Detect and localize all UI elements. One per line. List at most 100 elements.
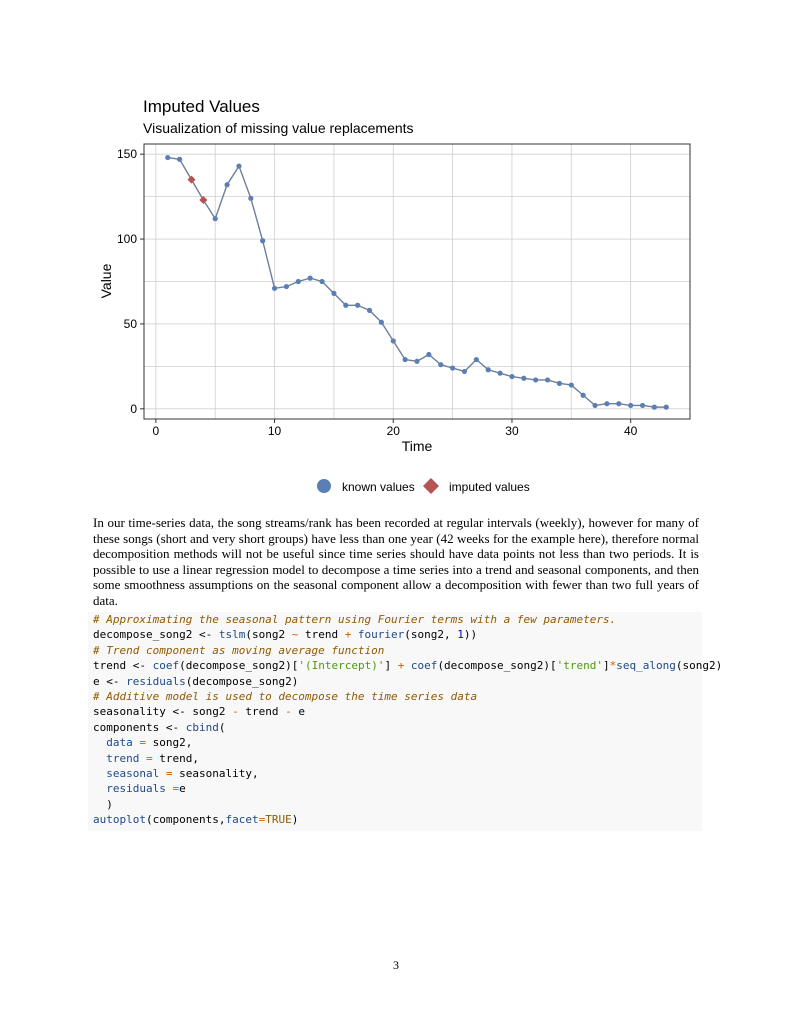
known-value-point — [366, 307, 373, 313]
x-tick-label: 30 — [505, 424, 519, 438]
y-tick-label: 150 — [117, 147, 137, 161]
code-token: <- — [132, 659, 146, 673]
body-paragraph: In our time-series data, the song stream… — [93, 515, 699, 608]
code-token: trend, — [152, 751, 199, 765]
known-value-point — [390, 338, 396, 344]
code-token: (song2) — [675, 659, 723, 673]
axes: 0 10 20 30 40 0 50 100 150 — [117, 147, 638, 438]
code-token: song2, — [146, 736, 193, 750]
code-operator: = — [258, 813, 266, 827]
x-tick-label: 10 — [268, 424, 282, 438]
known-value-point — [402, 356, 408, 363]
code-token: ] — [384, 659, 398, 673]
known-value-point — [592, 402, 598, 409]
legend-label-imputed: imputed values — [449, 480, 530, 494]
code-token: <- — [198, 628, 213, 642]
known-value-point — [497, 370, 503, 376]
code-function: coef — [146, 659, 180, 673]
known-value-point — [224, 182, 230, 188]
known-value-point — [663, 404, 669, 410]
code-listing: # Approximating the seasonal pattern usi… — [88, 612, 722, 828]
code-argument: seasonal — [106, 767, 160, 781]
known-value-point — [639, 402, 646, 409]
series — [165, 154, 669, 410]
known-value-point — [461, 368, 468, 375]
known-value-point — [438, 362, 444, 368]
known-value-point — [331, 290, 337, 296]
code-token: (decompose_song2)[ — [179, 659, 299, 673]
code-comment: # Approximating the seasonal pattern usi… — [93, 613, 617, 626]
known-value-point — [248, 195, 254, 201]
chart-title: Imputed Values — [143, 97, 260, 116]
chart-subtitle: Visualization of missing value replaceme… — [143, 120, 414, 136]
code-operator: = — [159, 767, 173, 781]
known-value-point — [414, 358, 420, 364]
code-token: <- — [106, 674, 120, 688]
code-operator: + — [344, 628, 352, 642]
known-value-point — [295, 278, 301, 285]
y-tick-label: 0 — [130, 402, 137, 416]
code-token: decompose_song2 — [93, 628, 199, 642]
x-tick-label: 20 — [387, 424, 401, 438]
known-value-point — [473, 356, 479, 363]
code-token: e — [291, 705, 305, 719]
code-token: )) — [463, 628, 478, 642]
code-operator: * — [609, 659, 617, 673]
known-value-point — [165, 154, 171, 161]
code-comment: # Additive model is used to decompose th… — [93, 690, 478, 704]
code-operator: + — [397, 659, 405, 673]
code-token: ( — [218, 720, 226, 734]
x-tick-label: 40 — [624, 424, 638, 438]
known-value-point — [544, 377, 551, 383]
code-token: (song2 — [245, 628, 292, 642]
code-function: tslm — [212, 628, 246, 642]
code-argument: facet — [225, 813, 259, 827]
known-value-point — [485, 367, 491, 373]
code-token: ) — [106, 797, 113, 811]
code-token: e — [93, 674, 107, 688]
code-token: ] — [603, 659, 610, 673]
known-value-point — [521, 375, 527, 381]
code-block: # Approximating the seasonal pattern usi… — [88, 612, 722, 831]
imputed-values-figure: Imputed Values Visualization of missing … — [98, 97, 691, 494]
code-token: trend — [93, 659, 133, 673]
known-value-point — [580, 392, 586, 398]
code-operator: = — [165, 782, 180, 796]
code-function: autoplot — [93, 813, 146, 827]
code-function: cbind — [179, 720, 219, 734]
code-token: <- — [172, 705, 186, 719]
code-string: '(Intercept)' — [298, 659, 385, 673]
code-function: seq_along — [616, 659, 676, 673]
known-value-point — [343, 302, 349, 308]
code-number: 1 — [457, 628, 464, 642]
page-number: 3 — [393, 958, 399, 972]
known-value-point — [426, 351, 432, 358]
known-value-point — [177, 156, 183, 162]
code-string: 'trend' — [556, 659, 604, 673]
known-value-point — [355, 302, 361, 308]
code-token: <- — [165, 720, 180, 734]
code-argument: trend — [106, 751, 140, 765]
code-operator: ~ — [291, 628, 299, 642]
known-value-point — [283, 283, 290, 290]
code-token: (components, — [145, 813, 226, 827]
legend: known values imputed values — [317, 478, 530, 494]
known-value-point — [212, 216, 218, 222]
y-tick-label: 100 — [117, 232, 137, 246]
code-token: trend — [298, 628, 345, 642]
code-operator: = — [132, 736, 146, 750]
code-constant: TRUE — [265, 813, 292, 827]
known-value-point — [568, 382, 574, 388]
known-value-point — [271, 285, 278, 291]
code-operator: - — [232, 705, 239, 719]
y-axis-title: Value — [98, 263, 114, 298]
code-token: (song2, — [404, 628, 458, 642]
imputed-value-point — [199, 196, 208, 205]
known-value-point — [628, 402, 634, 409]
known-value-point — [450, 365, 456, 371]
known-value-point — [533, 377, 539, 383]
code-argument: data — [106, 736, 133, 750]
code-argument: residuals — [106, 782, 166, 796]
known-value-point — [604, 401, 610, 407]
plot-border — [143, 143, 691, 420]
